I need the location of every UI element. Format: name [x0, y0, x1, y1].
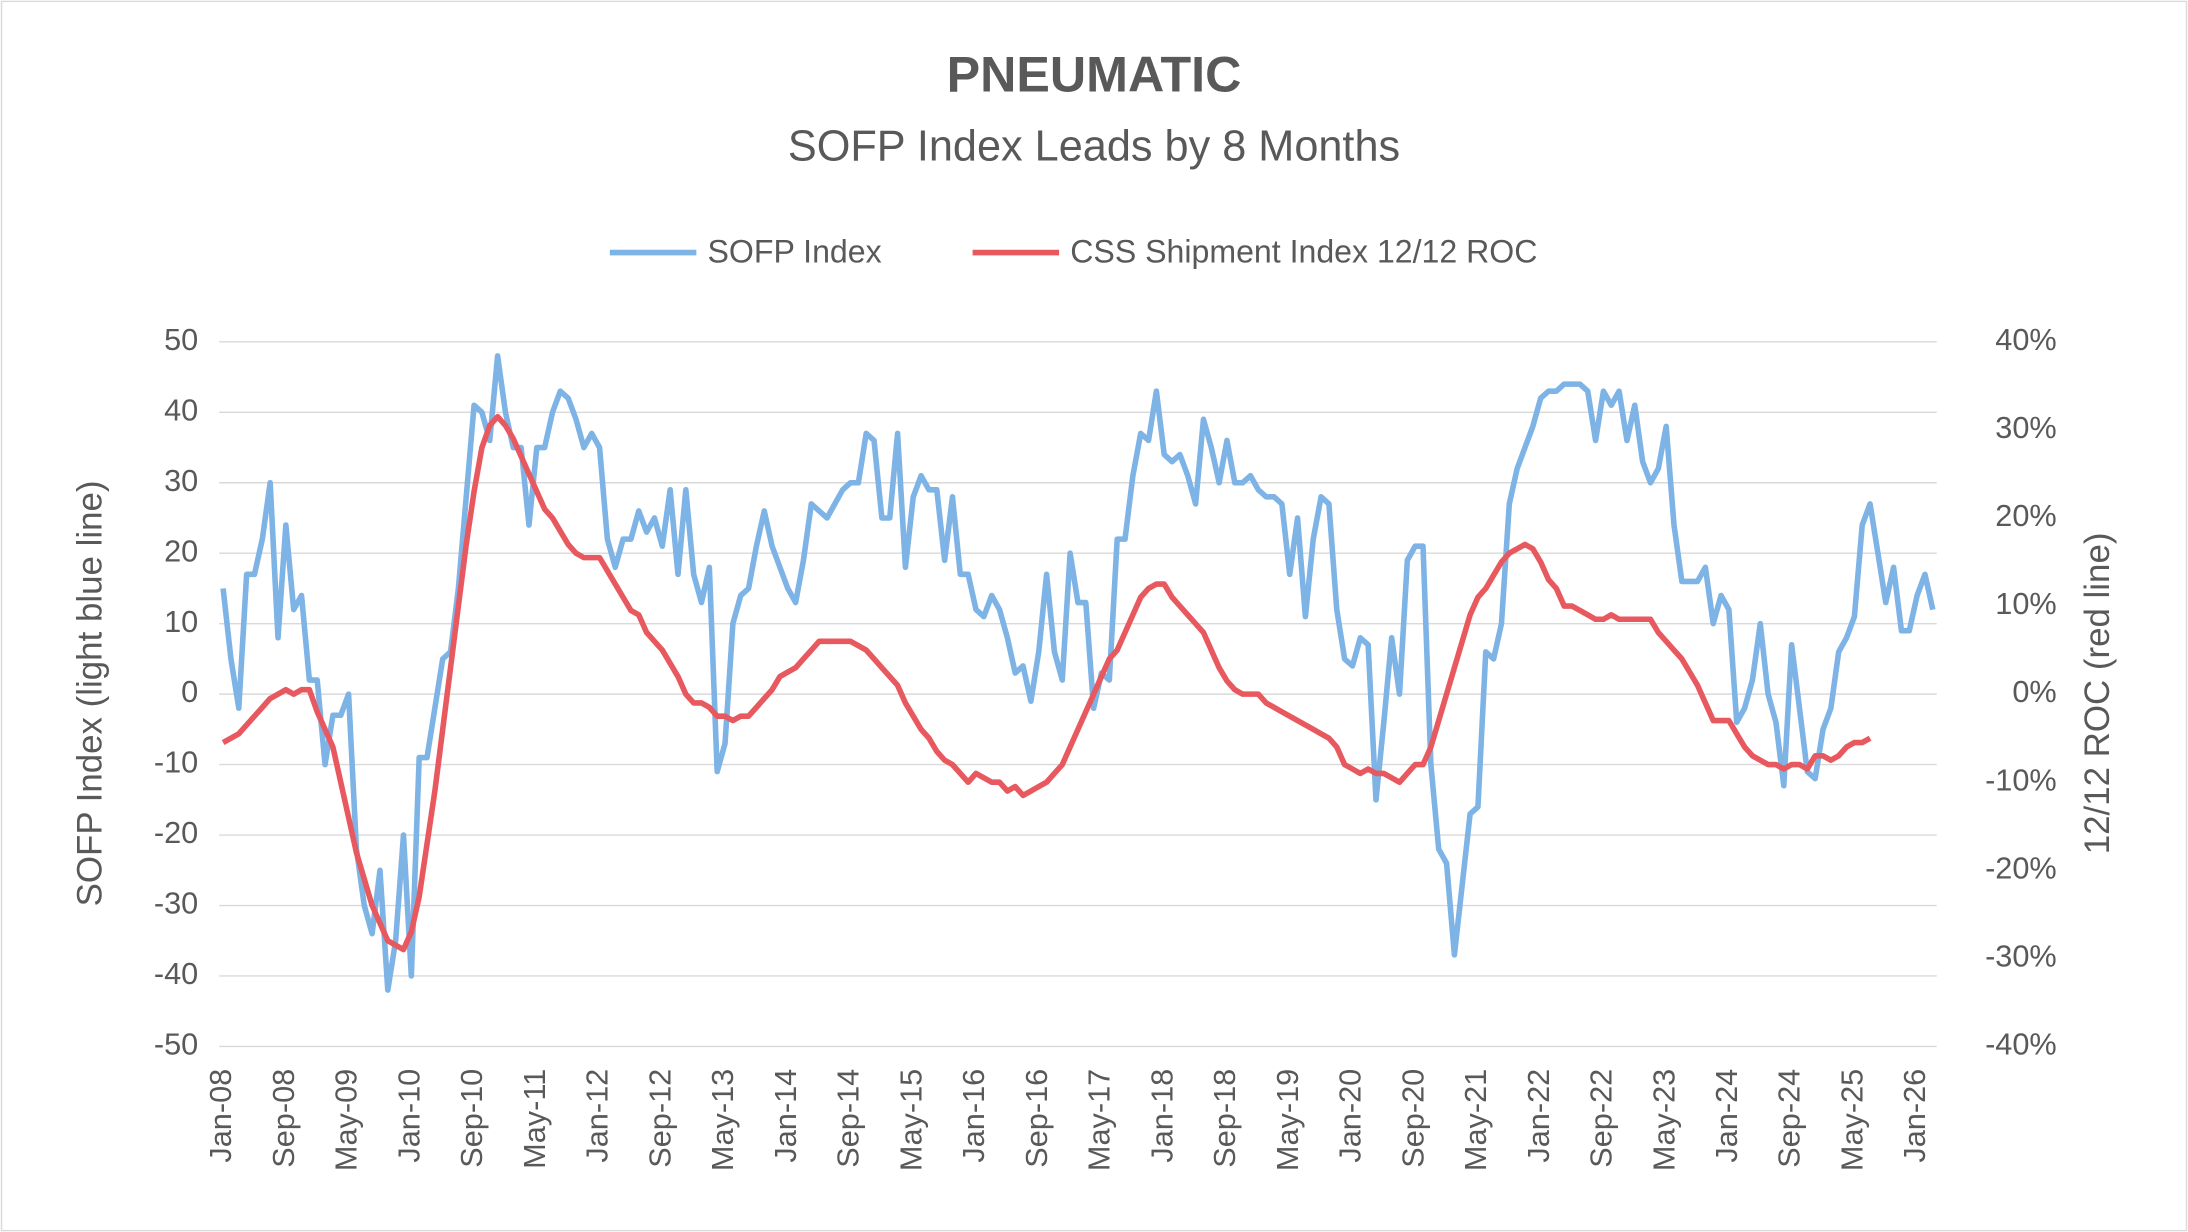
y2-tick-label: -30% — [1985, 938, 2057, 973]
y2-tick-label: 0% — [2012, 674, 2056, 709]
x-tick-label: Jan-24 — [1709, 1069, 1744, 1163]
legend-label: CSS Shipment Index 12/12 ROC — [1070, 233, 1537, 269]
x-tick-label: Sep-08 — [266, 1069, 301, 1168]
y-axis-title: SOFP Index (light blue line) — [70, 481, 109, 907]
x-tick-label: Jan-08 — [203, 1069, 238, 1163]
x-tick-label: Jan-16 — [956, 1069, 991, 1163]
x-tick-label: Sep-10 — [454, 1069, 489, 1168]
y2-tick-label: -40% — [1985, 1027, 2057, 1062]
y2-tick-label: 20% — [1995, 498, 2056, 533]
y2-tick-label: -10% — [1985, 762, 2057, 797]
y-tick-label: 10 — [164, 604, 198, 639]
x-tick-label: May-11 — [517, 1069, 552, 1169]
y-tick-label: -20 — [154, 815, 198, 850]
y-tick-label: -30 — [154, 886, 198, 921]
x-tick-label: Jan-26 — [1897, 1069, 1932, 1163]
y2-tick-label: 10% — [1995, 586, 2056, 621]
x-tick-label: Sep-12 — [642, 1069, 677, 1168]
x-tick-label: May-25 — [1834, 1069, 1869, 1171]
y-tick-label: 30 — [164, 463, 198, 498]
y-tick-label: -40 — [154, 956, 198, 991]
y-tick-label: 40 — [164, 392, 198, 427]
y-tick-label: 20 — [164, 533, 198, 568]
x-tick-label: Sep-20 — [1395, 1069, 1430, 1168]
x-tick-label: May-23 — [1646, 1069, 1681, 1171]
x-tick-label: Sep-16 — [1019, 1069, 1054, 1168]
legend-label: SOFP Index — [708, 233, 882, 269]
chart-title: PNEUMATIC — [947, 46, 1242, 102]
x-tick-label: May-17 — [1082, 1069, 1117, 1171]
x-tick-label: Jan-20 — [1333, 1069, 1368, 1163]
x-tick-label: Jan-14 — [768, 1069, 803, 1163]
y-tick-label: 50 — [164, 322, 198, 357]
y2-tick-label: 30% — [1995, 410, 2056, 445]
y2-axis-title: 12/12 ROC (red line) — [2078, 533, 2117, 855]
x-tick-label: May-15 — [893, 1069, 928, 1171]
x-tick-label: May-21 — [1458, 1069, 1493, 1171]
x-tick-label: May-19 — [1270, 1069, 1305, 1171]
chart-subtitle: SOFP Index Leads by 8 Months — [788, 123, 1400, 171]
x-tick-label: Jan-12 — [580, 1069, 615, 1163]
x-tick-label: May-13 — [705, 1069, 740, 1171]
x-tick-label: Sep-22 — [1584, 1069, 1619, 1168]
y-tick-label: -50 — [154, 1027, 198, 1062]
x-tick-label: Jan-10 — [391, 1069, 426, 1163]
x-tick-label: Sep-18 — [1207, 1069, 1242, 1168]
x-tick-label: Sep-24 — [1772, 1069, 1807, 1168]
x-tick-label: Jan-22 — [1521, 1069, 1556, 1163]
y-tick-label: 0 — [181, 674, 198, 709]
y2-tick-label: -20% — [1985, 850, 2057, 885]
y2-tick-label: 40% — [1995, 322, 2056, 357]
x-tick-label: Sep-14 — [831, 1069, 866, 1168]
x-tick-label: Jan-18 — [1144, 1069, 1179, 1163]
series-line — [221, 413, 1872, 953]
y-tick-label: -10 — [154, 745, 198, 780]
x-tick-label: May-09 — [329, 1069, 364, 1171]
series-line — [220, 353, 1936, 993]
